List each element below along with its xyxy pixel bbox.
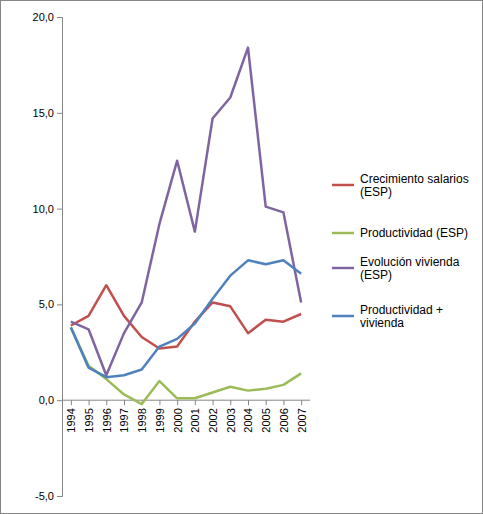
x-tick: 1996 [101, 400, 113, 432]
y-tick-label: -5,0 [35, 490, 54, 502]
legend-item: Evolución vivienda(ESP) [332, 255, 460, 282]
x-tick-label: 2006 [278, 408, 290, 432]
x-tick: 2007 [295, 400, 307, 432]
y-tick-mark [57, 304, 62, 305]
x-tick-mark [89, 400, 90, 405]
legend-label: Evolución vivienda(ESP) [360, 255, 460, 282]
y-axis: -5,0 0,0 5,0 10,0 15,0 20,0 [33, 11, 63, 502]
series-line [71, 327, 301, 404]
x-tick: 2002 [207, 400, 219, 432]
legend-item: Productividad (ESP) [332, 226, 468, 240]
y-tick: -5,0 [35, 490, 62, 502]
x-tick-label: 2000 [171, 408, 183, 432]
legend-swatch [332, 184, 354, 187]
x-tick-mark [106, 400, 107, 405]
x-axis: 1994 1995 1996 1997 1998 1999 2000 2001 2002 2003… [62, 400, 310, 432]
legend-item: Productividad +vivienda [332, 303, 443, 330]
series-line [71, 285, 301, 348]
x-tick-label: 1996 [101, 408, 113, 432]
x-tick-mark [283, 400, 284, 405]
x-axis-line [62, 400, 310, 401]
legend-item: Crecimiento salarios(ESP) [332, 172, 469, 199]
x-tick-label: 2001 [189, 408, 201, 432]
y-tick-label: 20,0 [33, 11, 54, 23]
x-tick-label: 1998 [136, 408, 148, 432]
legend-label: Productividad +vivienda [360, 303, 443, 330]
x-tick-mark [71, 400, 72, 405]
x-tick-label: 1995 [83, 408, 95, 432]
y-tick-mark [57, 496, 62, 497]
x-tick-mark [177, 400, 178, 405]
y-axis-line [57, 18, 63, 497]
legend: Crecimiento salarios(ESP) Productividad (… [332, 172, 469, 330]
legend-label: Crecimiento salarios(ESP) [360, 172, 469, 199]
y-tick-mark [57, 209, 62, 210]
x-tick-mark [230, 400, 231, 405]
x-tick-mark [266, 400, 267, 405]
y-tick: 15,0 [33, 107, 62, 119]
x-tick-mark [159, 400, 160, 405]
x-tick-label: 1997 [118, 408, 130, 432]
x-tick-mark [195, 400, 196, 405]
x-tick-mark [248, 400, 249, 405]
y-tick: 5,0 [39, 298, 62, 310]
x-tick-mark [124, 400, 125, 405]
y-tick-mark [57, 17, 62, 18]
legend-label: Productividad (ESP) [360, 226, 468, 240]
x-tick: 2003 [225, 400, 237, 432]
y-tick-label: 10,0 [33, 203, 54, 215]
x-tick: 1995 [83, 400, 95, 432]
series-line [71, 260, 301, 377]
legend-swatch [332, 267, 354, 270]
x-tick-label: 2002 [207, 408, 219, 432]
x-tick: 1997 [118, 400, 130, 432]
x-tick-label: 2005 [260, 408, 272, 432]
x-tick-mark [213, 400, 214, 405]
x-tick: 2004 [242, 400, 254, 432]
x-tick-label: 2007 [295, 408, 307, 432]
x-tick-label: 1994 [65, 408, 77, 432]
y-tick: 10,0 [33, 203, 62, 215]
chart-border [1, 1, 483, 514]
y-tick: 0,0 [39, 394, 62, 406]
y-tick-label: 5,0 [39, 298, 54, 310]
y-tick-mark [57, 113, 62, 114]
x-tick-label: 1999 [154, 408, 166, 432]
x-tick: 1999 [154, 400, 166, 432]
x-tick: 2000 [171, 400, 183, 432]
y-tick-label: 15,0 [33, 107, 54, 119]
x-tick-label: 2003 [225, 408, 237, 432]
x-tick: 2001 [189, 400, 201, 432]
chart: -5,00,05,010,015,020,0199419951996199719… [0, 0, 483, 514]
y-tick-label: 0,0 [39, 394, 54, 406]
x-tick: 2006 [278, 400, 290, 432]
x-tick-label: 2004 [242, 408, 254, 432]
y-tick: 20,0 [33, 11, 62, 23]
x-tick: 2005 [260, 400, 272, 432]
plot-area [71, 48, 301, 404]
series-line [71, 48, 301, 376]
y-tick-mark [57, 400, 62, 401]
legend-swatch [332, 315, 354, 318]
legend-swatch [332, 232, 354, 235]
x-tick: 1994 [65, 400, 77, 432]
x-tick-mark [301, 400, 302, 405]
